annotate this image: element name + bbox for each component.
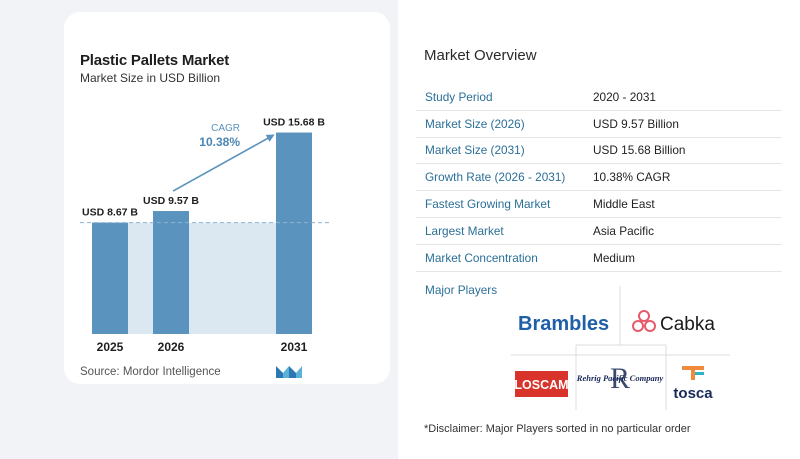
brambles-logo: Brambles — [518, 313, 609, 335]
overview-value: USD 9.57 Billion — [593, 116, 679, 131]
overview-title: Market Overview — [424, 47, 537, 64]
data-label-2026: USD 9.57 B — [143, 195, 199, 207]
overview-value: USD 15.68 Billion — [593, 143, 686, 158]
overview-row: Market Size (2031) USD 15.68 Billion — [416, 138, 782, 165]
overview-panel: Market Overview Study Period 2020 - 2031 … — [398, 0, 800, 459]
bar-chart: USD 8.67 B 2025 USD 9.57 B 2026 USD 15.68 B 2… — [80, 117, 332, 354]
overview-key: Fastest Growing Market — [425, 197, 551, 212]
overview-value: 10.38% CAGR — [593, 170, 671, 185]
overview-table: Study Period 2020 - 2031 Market Size (202… — [416, 84, 782, 272]
disclaimer: *Disclaimer: Major Players sorted in no … — [424, 423, 691, 435]
chart-card: Plastic Pallets Market Market Size in US… — [64, 12, 390, 384]
major-players-title: Major Players — [425, 283, 498, 297]
cagr-arrow — [172, 134, 275, 192]
mordor-intelligence-logo — [276, 366, 302, 378]
overview-value: Medium — [593, 250, 635, 265]
tick-label-2031: 2031 — [281, 340, 308, 354]
overview-row: Study Period 2020 - 2031 — [416, 84, 782, 111]
overview-row: Fastest Growing Market Middle East — [416, 191, 782, 218]
cabka-icon — [632, 310, 656, 332]
chart-subtitle: Market Size in USD Billion — [80, 71, 221, 85]
tick-label-2025: 2025 — [97, 340, 124, 354]
loscam-logo: LOSCAM — [514, 378, 568, 392]
tosca-logo: tosca — [673, 385, 713, 402]
overview-key: Market Size (2026) — [425, 116, 525, 131]
reference-band — [128, 222, 276, 334]
overview-key: Growth Rate (2026 - 2031) — [425, 170, 566, 185]
tosca-icon — [682, 366, 704, 380]
overview-row: Largest Market Asia Pacific — [416, 218, 782, 245]
rehrig-monogram-icon: R — [610, 362, 630, 395]
overview-value: Middle East — [593, 197, 655, 212]
cabka-logo: Cabka — [660, 314, 715, 335]
overview-row: Market Size (2026) USD 9.57 Billion — [416, 111, 782, 138]
bar-2025 — [92, 222, 128, 334]
data-label-2031: USD 15.68 B — [263, 117, 325, 129]
rehrig-logo: Rehrig Pacific Company — [576, 373, 664, 383]
cagr-value: 10.38% — [199, 135, 240, 149]
tick-label-2026: 2026 — [158, 340, 185, 354]
overview-key: Study Period — [425, 89, 493, 104]
chart-title: Plastic Pallets Market — [80, 52, 230, 69]
major-players-logos: Brambles Cabka LOSCAM R Rehrig Pacific C… — [511, 286, 730, 410]
overview-key: Market Concentration — [425, 250, 538, 265]
overview-value: 2020 - 2031 — [593, 89, 656, 104]
data-label-2025: USD 8.67 B — [82, 207, 138, 219]
overview-row: Growth Rate (2026 - 2031) 10.38% CAGR — [416, 164, 782, 192]
overview-row: Market Concentration Medium — [416, 245, 782, 272]
cagr-label: CAGR — [211, 123, 240, 134]
bar-2031 — [276, 132, 312, 334]
overview-value: Asia Pacific — [593, 223, 654, 238]
source-note: Source: Mordor Intelligence — [80, 366, 221, 378]
overview-key: Market Size (2031) — [425, 143, 525, 158]
loscam-logo-box — [515, 371, 568, 397]
bar-2026 — [153, 211, 189, 334]
overview-key: Largest Market — [425, 223, 504, 238]
